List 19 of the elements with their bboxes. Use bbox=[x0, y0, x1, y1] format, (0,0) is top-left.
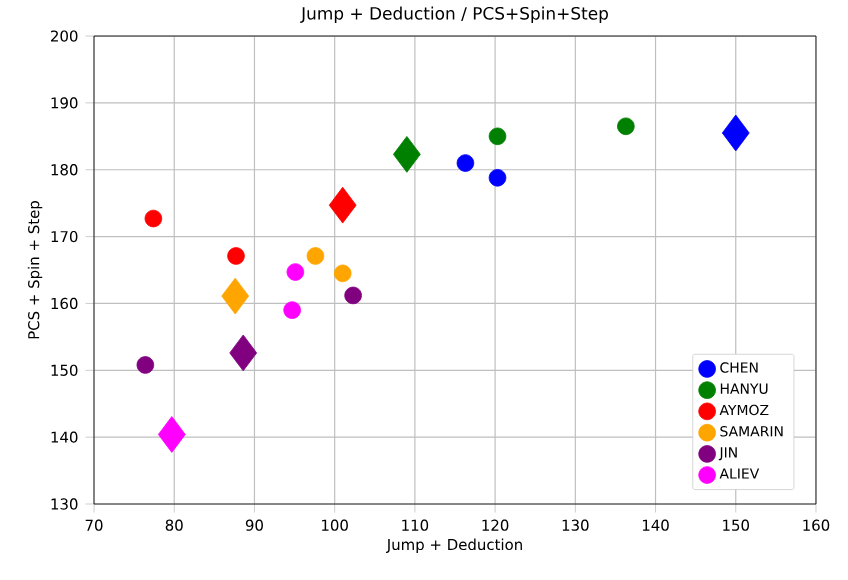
point bbox=[721, 114, 750, 152]
point bbox=[617, 117, 635, 136]
point bbox=[488, 127, 507, 146]
point bbox=[393, 136, 421, 173]
point bbox=[306, 247, 325, 265]
point bbox=[283, 301, 301, 319]
point bbox=[488, 168, 507, 187]
point bbox=[227, 247, 245, 265]
point bbox=[157, 416, 186, 453]
point bbox=[144, 209, 163, 228]
point bbox=[221, 277, 250, 315]
point bbox=[136, 356, 155, 374]
point bbox=[333, 264, 352, 283]
point bbox=[229, 334, 258, 372]
chart-title: Jump + Deduction / PCS+Spin+Step bbox=[300, 6, 608, 24]
point bbox=[344, 286, 362, 305]
point bbox=[328, 186, 357, 224]
point bbox=[456, 154, 475, 172]
point bbox=[286, 263, 305, 281]
